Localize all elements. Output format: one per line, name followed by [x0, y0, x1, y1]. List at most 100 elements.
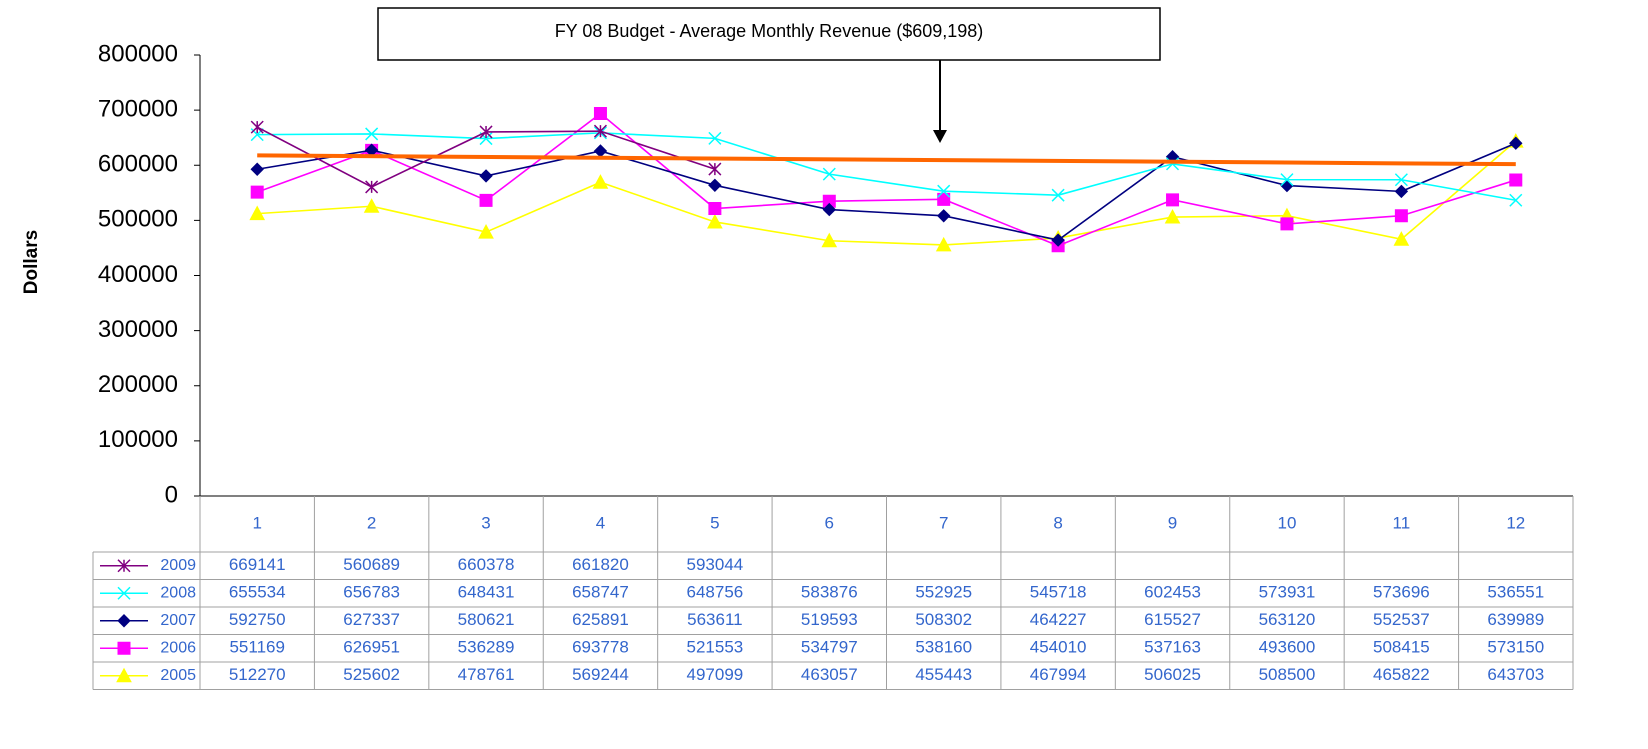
marker: [708, 131, 722, 145]
marker: [479, 169, 493, 183]
marker: [250, 120, 264, 134]
table-value: 534797: [801, 638, 858, 657]
marker: [1509, 173, 1523, 187]
marker: [1164, 208, 1181, 224]
table-value: 661820: [572, 555, 629, 574]
marker: [479, 125, 493, 139]
table-value: 655534: [229, 583, 286, 602]
marker: [1166, 193, 1180, 207]
legend-label: 2008: [160, 584, 196, 601]
marker: [707, 213, 723, 229]
marker: [117, 614, 131, 628]
table-value: 465822: [1373, 665, 1430, 684]
table-value: 467994: [1030, 665, 1087, 684]
y-tick-label: 600000: [98, 151, 178, 178]
y-tick-label: 800000: [98, 40, 178, 67]
marker: [1280, 178, 1294, 193]
table-value: 573931: [1259, 583, 1316, 602]
table-value: 508500: [1259, 665, 1316, 684]
y-tick-label: 0: [165, 481, 178, 508]
marker: [821, 232, 838, 248]
marker: [1394, 184, 1409, 199]
x-tick-label: 3: [481, 513, 490, 532]
marker: [363, 198, 380, 213]
marker: [117, 559, 131, 573]
marker: [937, 209, 951, 223]
table-value: 497099: [687, 665, 744, 684]
table-value: 512270: [229, 665, 286, 684]
table-value: 639989: [1487, 610, 1544, 629]
marker: [592, 174, 609, 189]
legend-label: 2006: [160, 639, 196, 656]
table-value: 538160: [915, 638, 972, 657]
table-value: 521553: [687, 638, 744, 657]
table-value: 660378: [458, 555, 515, 574]
x-tick-label: 11: [1393, 513, 1411, 532]
x-tick-label: 10: [1277, 513, 1296, 532]
x-tick-label: 5: [710, 513, 719, 532]
marker: [822, 194, 836, 208]
table-value: 669141: [229, 555, 286, 574]
table-value: 648756: [687, 583, 744, 602]
marker: [249, 205, 266, 221]
series-line: [257, 142, 1517, 241]
marker: [708, 162, 722, 176]
marker: [479, 193, 493, 207]
table-value: 519593: [801, 610, 858, 629]
y-axis-label: Dollars: [21, 230, 42, 294]
series-line: [256, 112, 1517, 247]
x-tick-label: 7: [939, 513, 948, 532]
y-tick-label: 500000: [98, 206, 178, 233]
table-value: 583876: [801, 583, 858, 602]
table-value: 563611: [687, 610, 742, 629]
annotation: FY 08 Budget - Average Monthly Revenue (…: [555, 21, 984, 41]
marker: [822, 167, 836, 181]
x-tick-label: 1: [252, 513, 261, 532]
x-tick-label: 8: [1053, 513, 1062, 532]
legend-label: 2005: [160, 667, 196, 684]
table-value: 573696: [1373, 583, 1430, 602]
table-value: 656783: [343, 583, 400, 602]
arrow-head: [933, 130, 947, 143]
marker: [593, 124, 607, 138]
table-value: 506025: [1144, 665, 1201, 684]
table-value: 625891: [572, 610, 629, 629]
marker: [478, 224, 494, 239]
marker: [117, 641, 131, 655]
legend-label: 2009: [160, 557, 196, 574]
marker: [116, 667, 132, 683]
table-value: 525602: [343, 665, 400, 684]
table-value: 593044: [687, 555, 744, 574]
table-value: 478761: [458, 665, 515, 684]
table-value: 454010: [1030, 638, 1087, 657]
table-value: 536289: [458, 638, 515, 657]
y-tick-label: 100000: [98, 426, 178, 453]
series-line: [257, 140, 1517, 246]
table-value: 545718: [1030, 583, 1087, 602]
table-value: 464227: [1030, 610, 1087, 629]
y-tick-label: 200000: [98, 371, 178, 398]
marker: [365, 127, 379, 141]
table-value: 643703: [1487, 665, 1544, 684]
table-value: 615527: [1144, 610, 1201, 629]
y-tick-label: 300000: [98, 316, 178, 343]
table-value: 569244: [572, 665, 629, 684]
x-tick-label: 2: [367, 513, 376, 532]
marker: [250, 162, 264, 176]
table-value: 648431: [458, 583, 515, 602]
table-value: 552925: [915, 583, 972, 602]
marker: [937, 184, 951, 198]
table-value: 626951: [343, 638, 400, 657]
table-value: 563120: [1259, 610, 1316, 629]
marker: [1280, 173, 1294, 187]
marker: [1280, 217, 1294, 231]
table-value: 602453: [1144, 583, 1201, 602]
marker: [935, 236, 952, 252]
marker: [1051, 188, 1065, 202]
table-value: 551169: [229, 638, 284, 657]
x-tick-label: 4: [596, 513, 605, 532]
table-value: 536551: [1487, 583, 1544, 602]
table-value: 560689: [343, 555, 400, 574]
marker: [708, 178, 722, 193]
